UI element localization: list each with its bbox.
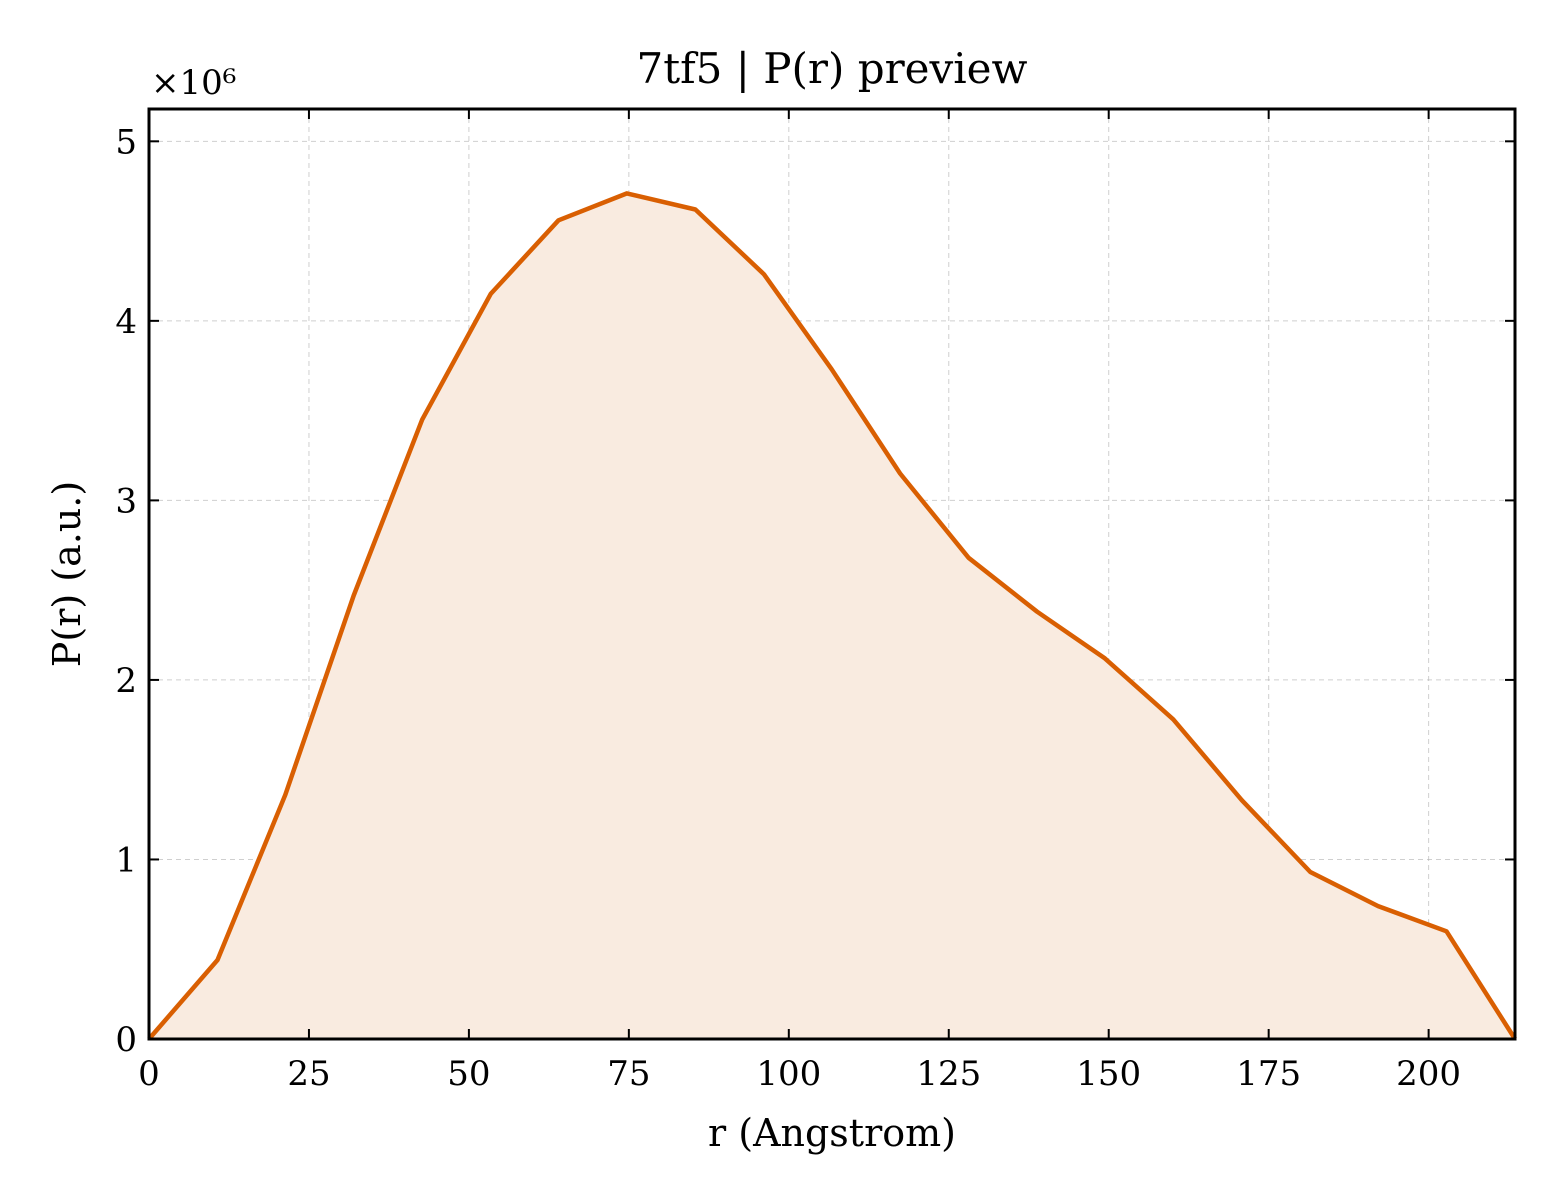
x-tick-label: 75 bbox=[607, 1054, 650, 1094]
y-tick-label: 4 bbox=[115, 302, 137, 342]
tick-labels: 0 25 50 75 100 125 150 175 200 0 1 2 3 4 5 bbox=[115, 122, 1461, 1094]
y-axis-label: P(r) (a.u.) bbox=[45, 481, 89, 667]
y-tick-label: 1 bbox=[115, 840, 137, 880]
x-axis-label: r (Angstrom) bbox=[708, 1111, 956, 1155]
y-tick-label: 0 bbox=[115, 1020, 137, 1060]
y-tick-label: 2 bbox=[115, 661, 137, 701]
chart-title: 7tf5 | P(r) preview bbox=[637, 44, 1028, 93]
x-tick-label: 50 bbox=[447, 1054, 490, 1094]
x-tick-label: 175 bbox=[1236, 1054, 1301, 1094]
x-tick-label: 0 bbox=[138, 1054, 160, 1094]
y-tick-label: 3 bbox=[115, 481, 137, 521]
y-offset-label: ×10⁶ bbox=[151, 63, 236, 103]
pr-series-line bbox=[147, 191, 1517, 1041]
x-tick-label: 125 bbox=[916, 1054, 981, 1094]
plot-frame bbox=[147, 107, 1517, 1041]
x-tick-label: 150 bbox=[1076, 1054, 1141, 1094]
x-tick-label: 100 bbox=[756, 1054, 821, 1094]
y-tick-label: 5 bbox=[115, 122, 137, 162]
axis-ticks bbox=[148, 109, 1515, 1040]
pr-area-fill bbox=[149, 193, 1515, 1039]
x-tick-label: 200 bbox=[1396, 1054, 1461, 1094]
x-tick-label: 25 bbox=[287, 1054, 330, 1094]
